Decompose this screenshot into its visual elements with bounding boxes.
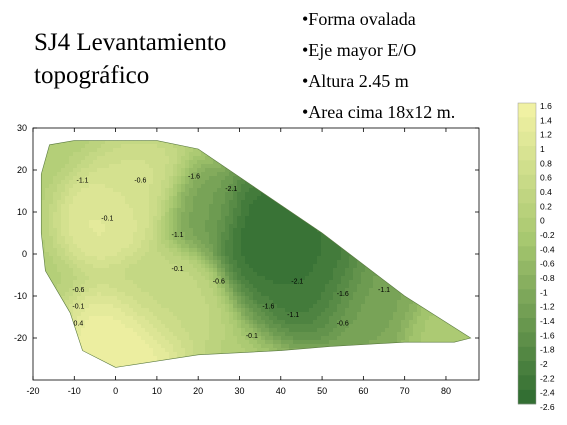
- title-line-1: SJ4 Levantamiento: [34, 29, 227, 56]
- contour-label: -1.6: [188, 173, 200, 180]
- colorbar-label: -1.8: [540, 345, 555, 355]
- contour-label: -2.1: [291, 278, 303, 285]
- colorbar-label: -1.4: [540, 316, 555, 326]
- colorbar-label: -1.6: [540, 330, 555, 340]
- colorbar-label: -2: [540, 359, 548, 369]
- plot-area: [40, 140, 472, 368]
- colorbar-band: [518, 160, 536, 175]
- bullet-item: •Eje mayor E/O: [302, 40, 417, 60]
- colorbar-label: -2.4: [540, 388, 555, 398]
- contour-label: -0.6: [72, 287, 84, 294]
- contour-label: -1.6: [337, 291, 349, 298]
- colorbar-band: [518, 332, 536, 347]
- x-tick-label: 70: [400, 386, 410, 396]
- colorbar-band: [518, 146, 536, 161]
- x-tick-label: 60: [358, 386, 368, 396]
- y-tick-label: 0: [22, 249, 27, 259]
- colorbar-band: [518, 246, 536, 261]
- x-tick-label: 10: [152, 386, 162, 396]
- colorbar-label: 0.8: [540, 158, 552, 168]
- colorbar-band: [518, 103, 536, 118]
- contour-label: -0.6: [134, 178, 146, 185]
- contour-label: -1.6: [262, 304, 274, 311]
- colorbar-band: [518, 389, 536, 405]
- bullet-item: •Forma ovalada: [302, 9, 416, 29]
- colorbar-label: 1.2: [540, 130, 552, 140]
- colorbar-label: 1.4: [540, 115, 552, 125]
- bullet-list: •Forma ovalada •Eje mayor E/O •Altura 2.…: [302, 4, 455, 128]
- colorbar-label: 0.6: [540, 173, 552, 183]
- colorbar-label: -0.8: [540, 273, 555, 283]
- contour-label: 0.4: [74, 320, 84, 327]
- y-tick-label: -10: [14, 291, 27, 301]
- y-tick-label: 10: [17, 207, 27, 217]
- contour-label: -0.6: [337, 320, 349, 327]
- colorbar-band: [518, 361, 536, 376]
- elevation-surface: [41, 140, 471, 368]
- colorbar-band: [518, 217, 536, 233]
- colorbar-label: 0.4: [540, 187, 552, 197]
- x-tick-label: 80: [441, 386, 451, 396]
- contour-label: -0.1: [246, 333, 258, 340]
- colorbar-label: 1: [540, 144, 545, 154]
- contour-label: -1.1: [77, 178, 89, 185]
- colorbar-band: [518, 203, 536, 218]
- colorbar-label: -1.2: [540, 302, 555, 312]
- title-line-2: topográfico: [34, 62, 150, 89]
- slide-title: SJ4 Levantamiento topográfico: [34, 26, 284, 92]
- colorbar: 1.6 1.4 1.2 1 0.8 0.6 0.4 0.2 0 -0.2 -0.4 -0.6 -0.8 -…: [517, 101, 555, 412]
- bullet-item: •Altura 2.45 m: [302, 71, 409, 91]
- colorbar-band: [518, 174, 536, 190]
- x-tick-label: 50: [317, 386, 327, 396]
- colorbar-label: -0.6: [540, 259, 555, 269]
- y-tick-label: 30: [17, 123, 27, 133]
- colorbar-label: -2.6: [540, 402, 555, 412]
- contour-label: -1.1: [287, 312, 299, 319]
- chart-axes: -20 -10 0 10 20 30 40 50 60 70 80 30 20 10 0 -10 -20: [14, 123, 480, 396]
- x-tick-label: 40: [276, 386, 286, 396]
- colorbar-label: -2.2: [540, 373, 555, 383]
- colorbar-label: 0: [540, 216, 545, 226]
- colorbar-band: [518, 275, 536, 290]
- contour-label: -0.1: [101, 215, 113, 222]
- colorbar-band: [518, 375, 536, 390]
- colorbar-band: [518, 131, 536, 147]
- colorbar-band: [518, 318, 536, 333]
- x-tick-label: -20: [26, 386, 39, 396]
- contour-label: -1.1: [378, 287, 390, 294]
- colorbar-label: 0.2: [540, 201, 552, 211]
- x-tick-label: 20: [193, 386, 203, 396]
- colorbar-band: [518, 189, 536, 204]
- colorbar-band: [518, 117, 536, 132]
- contour-label-layer: -1.1 -0.6 -1.6 -2.1 -0.1 -1.1 -0.1 -0.6 -2.1 -1.6…: [72, 173, 390, 340]
- colorbar-band: [518, 289, 536, 304]
- x-tick-label: 0: [113, 386, 118, 396]
- y-tick-label: 20: [17, 165, 27, 175]
- colorbar-band: [518, 232, 536, 247]
- contour-label: -0.1: [172, 266, 184, 273]
- colorbar-label: -1: [540, 287, 548, 297]
- colorbar-label: -0.4: [540, 244, 555, 254]
- contour-label: -0.1: [72, 304, 84, 311]
- bullet-item: •Area cima 18x12 m.: [302, 102, 456, 122]
- colorbar-band: [518, 260, 536, 276]
- colorbar-label: 1.6: [540, 101, 552, 111]
- colorbar-band: [518, 303, 536, 319]
- colorbar-band: [518, 346, 536, 362]
- contour-label: -1.1: [172, 232, 184, 239]
- colorbar-label: -0.2: [540, 230, 555, 240]
- y-tick-label: -20: [14, 333, 27, 343]
- contour-label: -2.1: [225, 186, 237, 193]
- x-tick-label: -10: [68, 386, 81, 396]
- x-tick-label: 30: [234, 386, 244, 396]
- contour-label: -0.6: [213, 278, 225, 285]
- colorbar-frame: [517, 102, 537, 405]
- survey-outline: [40, 140, 472, 368]
